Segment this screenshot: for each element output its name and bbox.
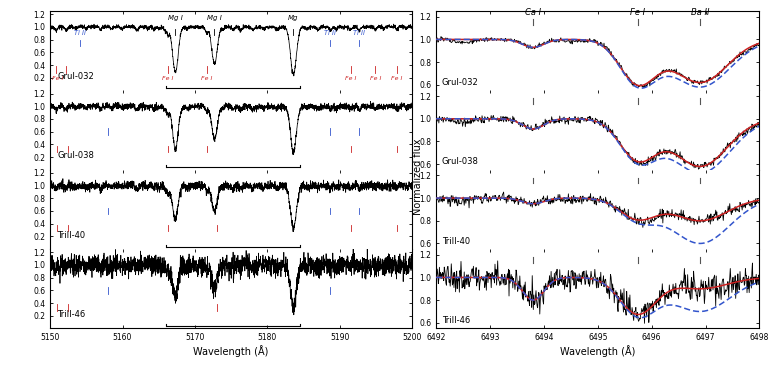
Text: Fe I: Fe I xyxy=(369,76,381,82)
X-axis label: Wavelength (Å): Wavelength (Å) xyxy=(560,345,635,357)
Text: GruI-032: GruI-032 xyxy=(57,72,94,81)
Text: TriII-40: TriII-40 xyxy=(57,231,86,239)
Text: GruI-038: GruI-038 xyxy=(442,157,479,166)
Text: Mg I: Mg I xyxy=(207,15,222,21)
Text: Ca I: Ca I xyxy=(525,8,541,17)
Text: Ti II: Ti II xyxy=(353,30,365,35)
Text: TriII-46: TriII-46 xyxy=(442,316,470,325)
Text: TriII-40: TriII-40 xyxy=(442,237,470,246)
Text: Fe I: Fe I xyxy=(200,76,212,82)
Text: GruI-038: GruI-038 xyxy=(57,151,94,160)
Text: Fe I: Fe I xyxy=(630,8,645,17)
Text: Mg I: Mg I xyxy=(168,15,183,21)
X-axis label: Wavelength (Å): Wavelength (Å) xyxy=(194,345,269,357)
Text: Normalized flux: Normalized flux xyxy=(413,139,423,215)
Text: Ba II: Ba II xyxy=(691,8,709,17)
Text: Ti II: Ti II xyxy=(74,30,86,35)
Text: Fe I: Fe I xyxy=(52,76,63,82)
Text: Ti II: Ti II xyxy=(325,30,336,35)
Text: Mg: Mg xyxy=(288,15,298,21)
Text: GruI-032: GruI-032 xyxy=(442,78,478,87)
Text: TriII-46: TriII-46 xyxy=(57,310,86,319)
Text: Fe I: Fe I xyxy=(392,76,402,82)
Text: Fe I: Fe I xyxy=(345,76,356,82)
Text: Fe I: Fe I xyxy=(163,76,173,82)
